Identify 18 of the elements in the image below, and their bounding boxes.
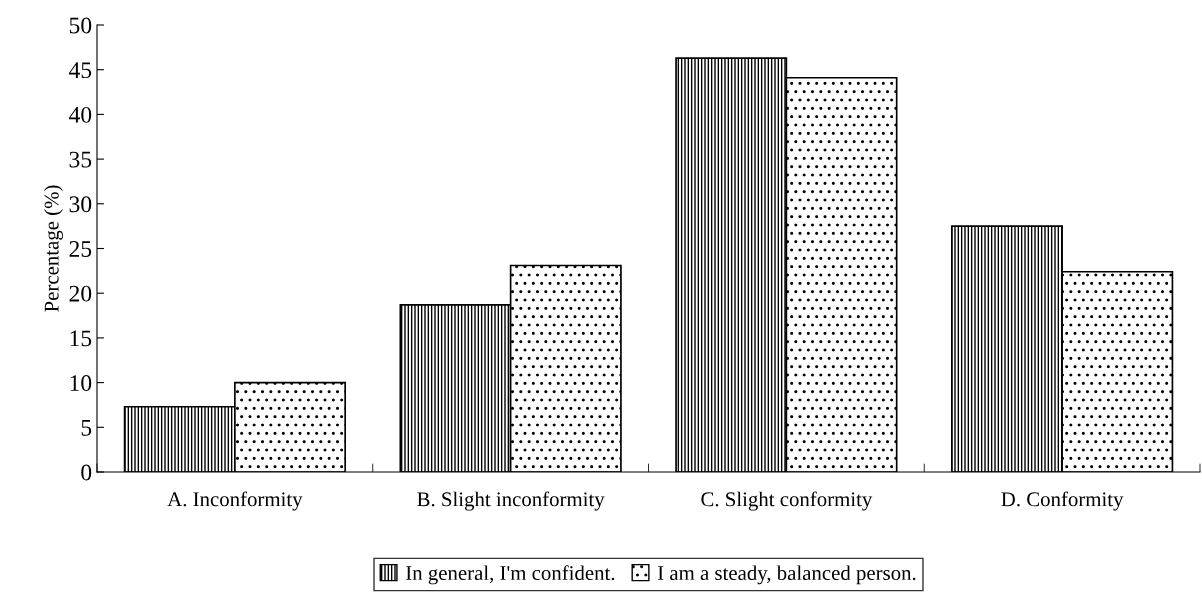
y-tick-label: 50 — [69, 17, 92, 34]
y-tick-label: 45 — [68, 62, 92, 79]
y-tick-label: 20 — [69, 285, 92, 302]
y-tick-label: 25 — [69, 241, 92, 257]
y-tick-label: 35 — [69, 151, 92, 168]
y-tick-label: 0 — [81, 464, 92, 481]
x-tick-label: B. Slight inconformity — [417, 491, 605, 511]
y-tick-label: 5 — [81, 420, 92, 436]
legend-label: I am a steady, balanced person. — [657, 565, 916, 585]
y-tick-label: 15 — [70, 330, 92, 347]
x-tick-label: C. Slight conformity — [701, 491, 873, 511]
y-tick-label: 10 — [70, 375, 92, 392]
y-axis-title: Percentage (%) — [44, 185, 63, 312]
y-tick-label: 30 — [69, 196, 92, 213]
x-tick-label: A. Inconformity — [167, 491, 303, 511]
x-tick-label: D. Conformity — [1001, 491, 1124, 511]
y-tick-label: 40 — [68, 106, 92, 123]
legend-label: In general, I'm confident. — [406, 565, 615, 585]
